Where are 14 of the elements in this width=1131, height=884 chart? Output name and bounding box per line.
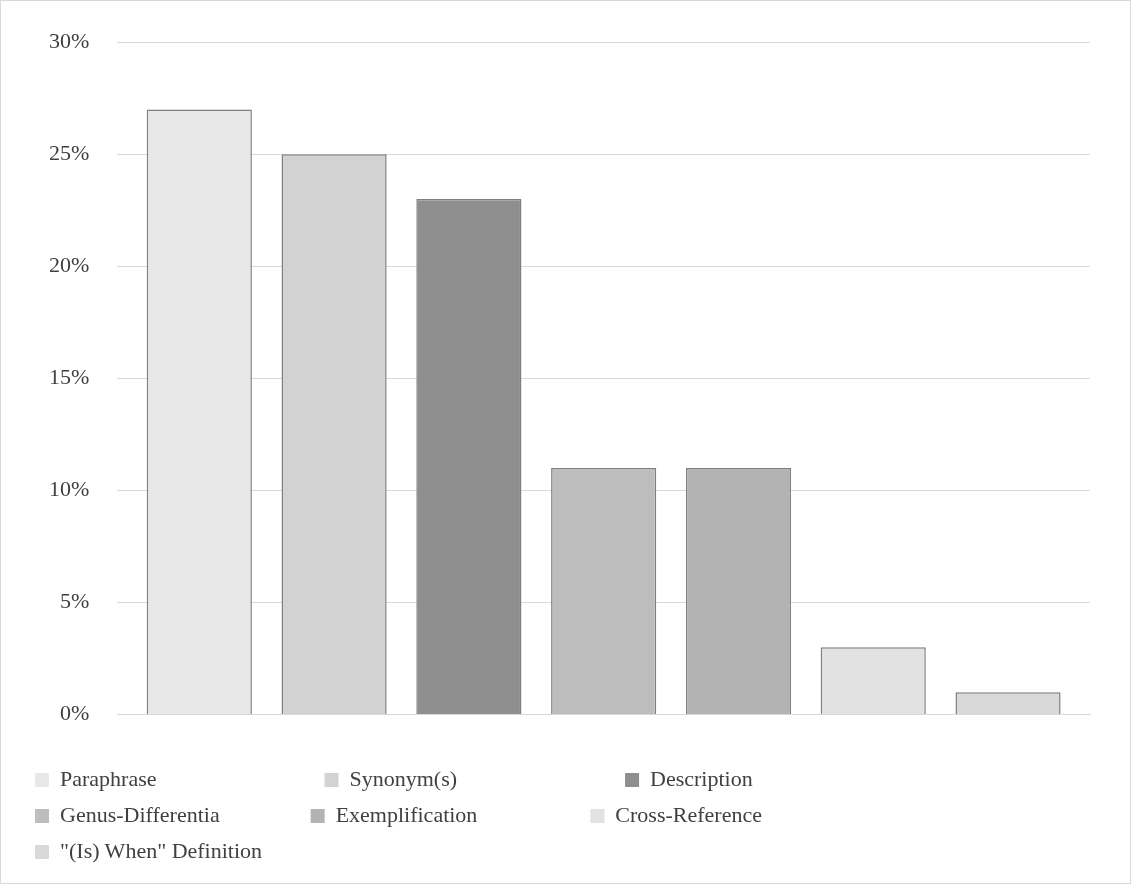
legend-label: Paraphrase [60, 765, 311, 791]
y-tick-label: 10% [49, 476, 90, 502]
legend-label: "(Is) When" Definition [60, 837, 285, 863]
y-tick-label: 0% [60, 700, 90, 726]
legend-label: Cross-Reference [615, 801, 861, 827]
legend-label: Synonym(s) [349, 765, 612, 791]
y-tick-label: 30% [49, 27, 90, 53]
y-tick-label: 5% [60, 588, 90, 614]
y-tick-label: 20% [49, 252, 90, 278]
y-tick-label: 25% [49, 140, 90, 166]
legend-label: Genus-Differentia [60, 801, 297, 827]
legend-label: Exemplification [335, 801, 577, 827]
legend-label: Description [650, 765, 896, 791]
y-tick-label: 15% [49, 364, 90, 390]
